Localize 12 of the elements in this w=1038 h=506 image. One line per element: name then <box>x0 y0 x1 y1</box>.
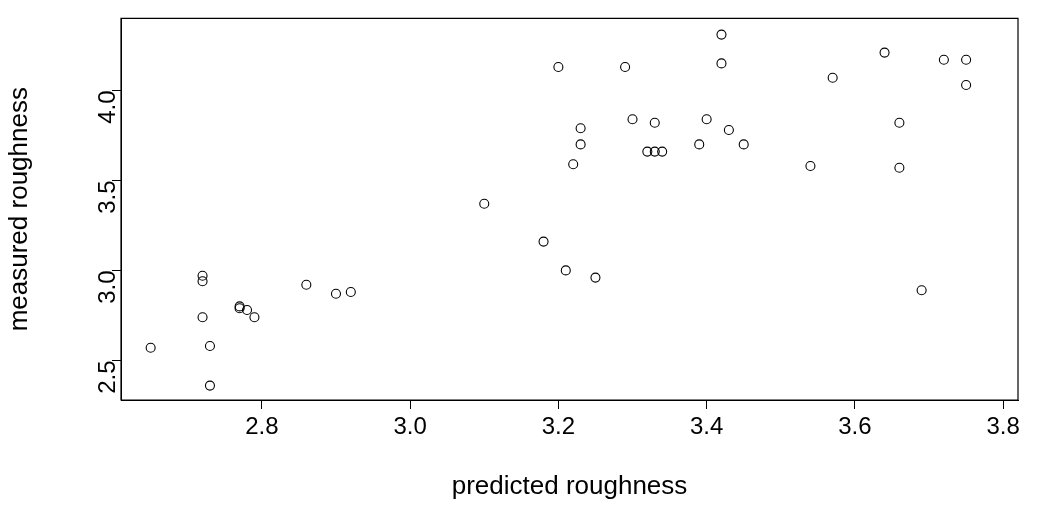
y-tick-label: 4.0 <box>92 90 120 124</box>
x-tick-label: 2.8 <box>245 412 279 440</box>
x-axis-title: predicted roughness <box>451 469 688 500</box>
x-tick-label: 3.6 <box>838 412 872 440</box>
y-tick-label: 2.5 <box>92 360 120 394</box>
y-axis-title: measured roughness <box>2 87 33 332</box>
x-tick-label: 3.0 <box>393 412 427 440</box>
x-tick-label: 3.8 <box>986 412 1020 440</box>
y-tick-label: 3.0 <box>92 270 120 304</box>
y-tick-label: 3.5 <box>92 180 120 214</box>
x-tick-label: 3.4 <box>689 412 724 440</box>
x-tick-label: 3.2 <box>541 412 576 440</box>
